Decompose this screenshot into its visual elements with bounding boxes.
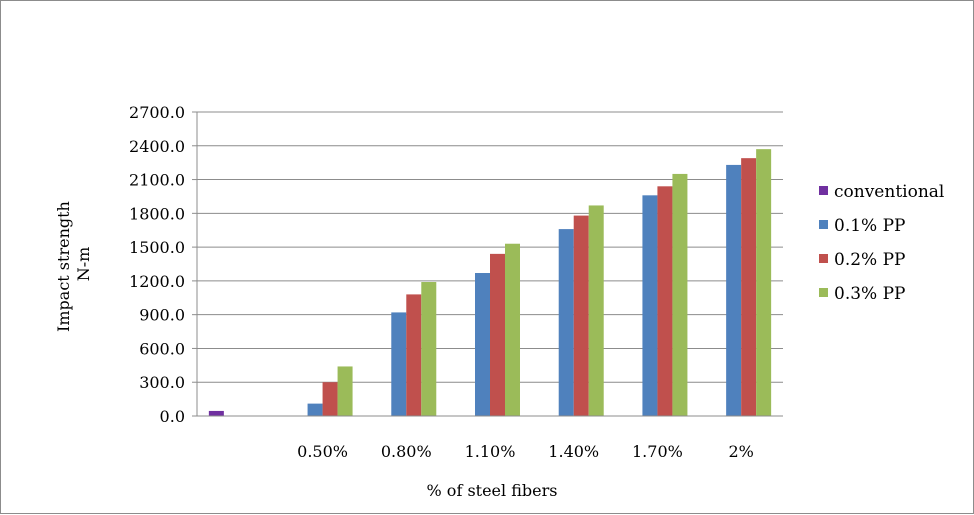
bar <box>490 253 505 416</box>
legend: conventional 0.1% PP 0.2% PP 0.3% PP <box>819 182 944 304</box>
gridlines <box>197 111 783 383</box>
legend-swatch <box>819 186 828 195</box>
bars <box>208 149 772 416</box>
bar <box>756 149 772 416</box>
y-tick-label: 1500.0 <box>129 238 185 257</box>
y-axis-title-line-1: Impact strength <box>54 201 73 332</box>
legend-label: conventional <box>834 182 944 202</box>
bar <box>558 229 574 416</box>
y-tick-label: 0.0 <box>160 407 185 426</box>
bar <box>741 158 757 416</box>
x-tick-label: 1.70% <box>632 442 683 461</box>
y-axis-title-line-2: N-m <box>74 247 93 282</box>
y-tick-label: 2400.0 <box>129 137 185 156</box>
x-tick-label: 0.50% <box>297 442 348 461</box>
bar <box>406 294 422 416</box>
y-tick-label: 2100.0 <box>129 171 185 190</box>
bar <box>307 403 323 416</box>
legend-swatch <box>819 220 828 229</box>
bar <box>421 282 437 416</box>
legend-label: 0.1% PP <box>834 216 905 236</box>
y-tick-label: 1800.0 <box>129 204 185 223</box>
bar <box>726 164 742 416</box>
x-tick-label: 0.80% <box>381 442 432 461</box>
bar <box>391 312 407 416</box>
bar <box>573 215 589 416</box>
bar <box>337 366 353 416</box>
y-tick-label: 2700.0 <box>129 103 185 122</box>
legend-swatch <box>819 254 828 263</box>
y-tick-label: 300.0 <box>139 373 185 392</box>
bar <box>642 195 658 416</box>
bar <box>505 243 520 416</box>
legend-label: 0.3% PP <box>834 284 905 304</box>
bar <box>672 173 688 416</box>
axes <box>192 111 783 417</box>
x-tick-label: 1.40% <box>548 442 599 461</box>
y-tick-labels: 0.0 300.0 600.0 900.0 1200.0 1500.0 1800.0 2100… <box>129 103 185 426</box>
x-tick-labels: 0.50% 0.80% 1.10% 1.40% 1.70% 2% <box>297 442 754 461</box>
y-axis-title: Impact strength N-m <box>54 196 93 332</box>
legend-label: 0.2% PP <box>834 250 905 270</box>
y-tick-label: 900.0 <box>139 306 185 325</box>
legend-swatch <box>819 288 828 297</box>
bar <box>208 410 224 416</box>
y-tick-label: 600.0 <box>139 339 185 358</box>
bar <box>657 186 673 416</box>
y-tick-label: 1200.0 <box>129 272 185 291</box>
bar <box>475 273 490 416</box>
x-tick-label: 2% <box>728 442 753 461</box>
bar <box>322 382 338 416</box>
x-tick-label: 1.10% <box>465 442 516 461</box>
bar <box>588 205 604 416</box>
x-axis-title: % of steel fibers <box>427 481 558 500</box>
